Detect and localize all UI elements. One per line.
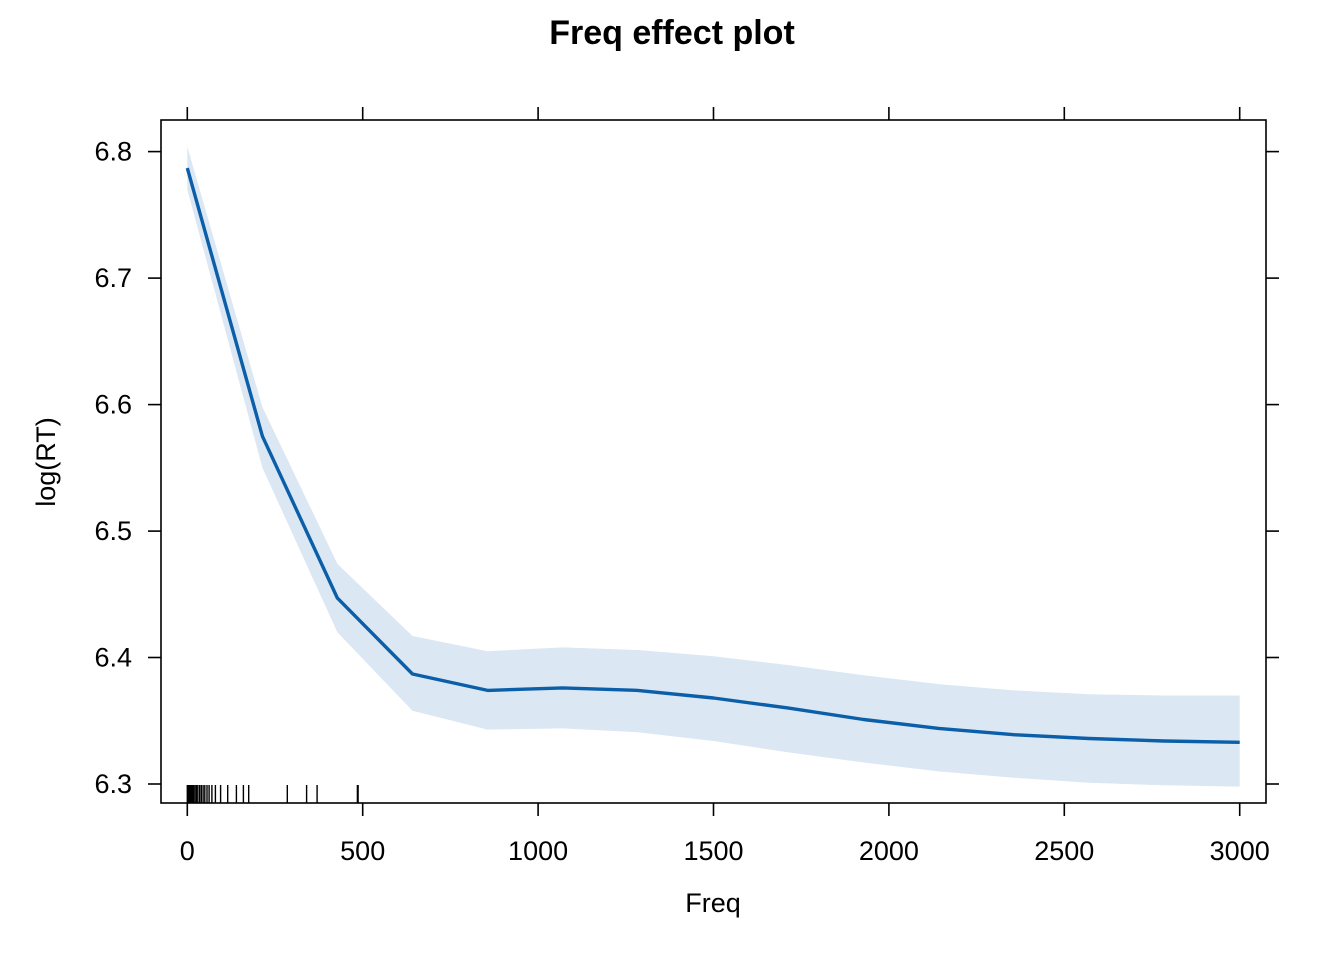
y-tick-label: 6.6 <box>94 390 132 420</box>
y-tick-label: 6.4 <box>94 643 132 673</box>
y-tick-label: 6.3 <box>94 769 132 799</box>
y-axis-label: log(RT) <box>31 417 61 507</box>
x-tick-label: 2500 <box>1034 836 1094 866</box>
fit-line-layer <box>185 167 1240 744</box>
y-tick-label: 6.5 <box>94 516 132 546</box>
x-tick-label: 500 <box>340 836 385 866</box>
x-tick-label: 3000 <box>1210 836 1270 866</box>
x-tick-label: 1000 <box>508 836 568 866</box>
x-tick-label: 2000 <box>859 836 919 866</box>
x-axis: 0 500 1000 1500 2000 2500 3000 <box>180 107 1270 866</box>
chart-title: Freq effect plot <box>549 14 795 52</box>
x-axis-label: Freq <box>685 888 741 918</box>
x-tick-label: 1500 <box>683 836 743 866</box>
y-tick-label: 6.7 <box>94 263 132 293</box>
y-tick-label: 6.8 <box>94 137 132 167</box>
confidence-band <box>187 146 1240 787</box>
fit-line <box>185 167 1240 744</box>
x-tick-label: 0 <box>180 836 195 866</box>
confidence-band-layer <box>187 146 1240 787</box>
y-axis: 6.3 6.4 6.5 6.6 6.7 6.8 <box>94 137 1279 799</box>
rug-layer <box>186 785 359 803</box>
